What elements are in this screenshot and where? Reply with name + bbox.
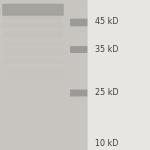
FancyBboxPatch shape [70,90,87,96]
Bar [3,76,63,82]
Text: 25 kD: 25 kD [95,88,119,97]
Bar [3,50,63,56]
FancyBboxPatch shape [70,46,87,53]
Text: 45 kD: 45 kD [95,17,119,26]
Text: 35 kD: 35 kD [95,45,119,54]
Bar [3,14,63,20]
Bar [87,0,150,150]
FancyBboxPatch shape [2,4,64,16]
Bar [3,68,63,74]
Bar [3,32,63,38]
Bar [3,40,63,46]
FancyBboxPatch shape [70,19,87,26]
Text: 10 kD: 10 kD [95,140,119,148]
Bar [3,22,63,28]
Bar [3,58,63,64]
Bar [0,0,87,150]
